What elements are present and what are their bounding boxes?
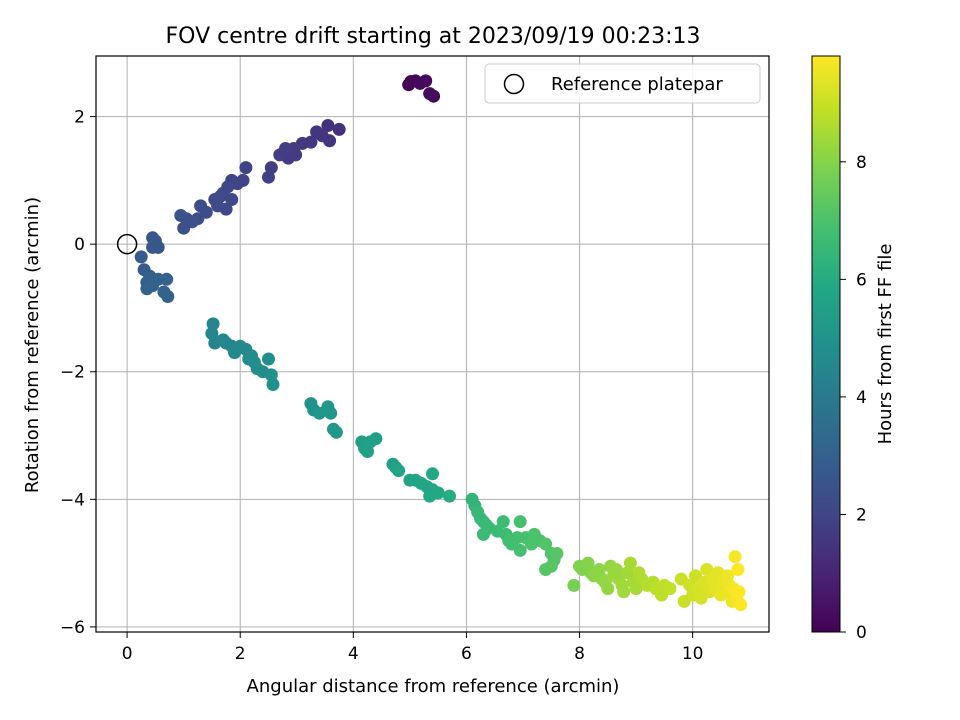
data-point: [264, 368, 278, 382]
data-point: [134, 250, 148, 264]
data-point: [419, 74, 433, 88]
x-axis: 0 2 4 6 8 10: [122, 632, 704, 664]
data-point: [262, 352, 275, 366]
data-point: [427, 89, 441, 103]
y-axis: 2 0 −2 −4 −6: [60, 108, 96, 638]
data-point: [513, 515, 527, 529]
data-point: [206, 317, 220, 331]
data-point: [663, 582, 677, 596]
data-point: [426, 467, 439, 481]
legend-entry-reference-platepar: Reference platepar: [551, 74, 723, 95]
data-point: [392, 464, 406, 478]
data-point: [266, 378, 280, 391]
x-tick-label: 2: [235, 644, 246, 664]
data-point: [332, 122, 346, 136]
plot-frame: [95, 55, 770, 633]
data-point: [146, 231, 160, 245]
colorbar-ticks: 0 2 4 6 8: [840, 153, 867, 643]
x-axis-label: Angular distance from reference (arcmin): [247, 676, 620, 697]
data-point: [273, 148, 287, 162]
data-point: [617, 585, 631, 599]
grid-lines: [96, 56, 769, 632]
x-tick-label: 4: [348, 644, 359, 664]
data-point: [361, 445, 374, 458]
x-tick-label: 8: [574, 644, 585, 664]
data-point: [539, 537, 553, 551]
colorbar-tick-label: 0: [856, 623, 867, 643]
data-point: [623, 556, 637, 570]
data-point: [700, 563, 714, 576]
colorbar-tick-label: 8: [856, 153, 867, 173]
data-point: [728, 550, 742, 564]
x-tick-label: 0: [122, 644, 133, 664]
data-point: [734, 598, 748, 612]
reference-platepar-marker: [116, 233, 138, 255]
data-point: [140, 282, 154, 296]
data-point: [567, 578, 581, 592]
data-point: [324, 406, 338, 420]
data-point: [239, 161, 253, 175]
data-point: [731, 563, 745, 576]
data-point: [496, 515, 510, 529]
data-point: [310, 125, 324, 139]
colorbar-tick-label: 4: [856, 388, 867, 408]
colorbar-tick-label: 2: [856, 505, 867, 525]
y-tick-label: −2: [60, 363, 85, 383]
colorbar: 0 2 4 6 8 Hours from first FF file: [811, 55, 896, 643]
data-point: [161, 290, 175, 303]
y-tick-label: −4: [60, 490, 85, 510]
data-point: [476, 527, 490, 541]
data-point: [146, 240, 160, 254]
data-point: [550, 547, 564, 560]
data-point: [174, 209, 188, 222]
legend: Reference platepar: [484, 63, 761, 104]
data-point: [177, 221, 191, 235]
y-tick-label: −6: [60, 618, 85, 638]
data-point: [369, 432, 383, 446]
legend-marker-icon: [503, 73, 525, 95]
data-point: [601, 582, 615, 596]
data-point: [225, 193, 239, 206]
data-point: [211, 199, 225, 213]
data-point: [321, 119, 335, 132]
colorbar-label: Hours from first FF file: [875, 244, 896, 445]
chart-title: FOV centre drift starting at 2023/09/19 …: [166, 24, 701, 49]
x-tick-label: 10: [682, 644, 704, 664]
data-point: [629, 582, 643, 596]
colorbar-gradient: [811, 55, 841, 633]
data-point: [160, 272, 174, 286]
data-points: [134, 74, 748, 612]
data-point: [544, 559, 558, 573]
data-point: [443, 489, 456, 503]
data-point: [262, 170, 275, 184]
data-point: [431, 486, 445, 500]
y-axis-label: Rotation from reference (arcmin): [22, 197, 43, 493]
y-tick-label: 2: [74, 108, 85, 128]
data-point: [329, 425, 343, 439]
x-tick-label: 6: [461, 644, 472, 664]
colorbar-tick-label: 6: [856, 270, 867, 290]
data-point: [513, 543, 527, 557]
data-point: [732, 585, 746, 599]
data-point: [194, 199, 208, 213]
y-tick-label: 0: [74, 235, 85, 255]
legend-box: [484, 63, 761, 104]
